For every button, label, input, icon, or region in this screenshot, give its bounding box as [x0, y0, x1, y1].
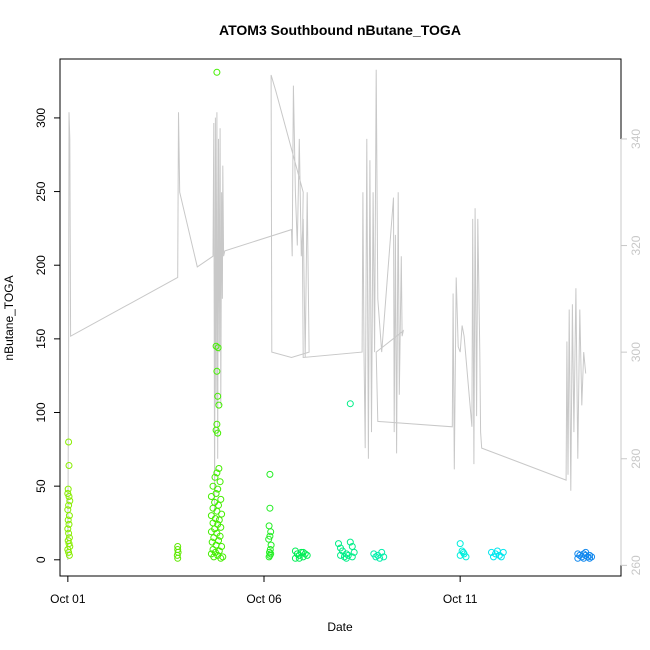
right-y-tick-label: 280 [629, 448, 643, 468]
data-point [267, 528, 275, 536]
data-point [214, 344, 222, 352]
data-point [217, 523, 225, 531]
x-axis-label: Date [327, 620, 353, 634]
data-point [65, 501, 73, 509]
data-point [214, 429, 222, 437]
scatter-series [64, 68, 596, 562]
data-point [215, 465, 223, 472]
data-point [297, 548, 305, 556]
data-point [65, 548, 73, 556]
data-point [265, 553, 273, 561]
data-point [207, 512, 215, 520]
data-point [493, 547, 501, 555]
data-point [584, 553, 592, 561]
data-point [217, 554, 225, 562]
data-point [207, 493, 215, 500]
data-point [213, 367, 221, 375]
data-point [335, 540, 342, 548]
right-y-tick-label: 320 [629, 235, 643, 255]
data-point [65, 438, 73, 446]
x-axis: Oct 01 Oct 06 Oct 11 [50, 575, 478, 606]
data-point [301, 550, 309, 558]
data-point [586, 554, 594, 562]
right-y-axis: 260 280 300 320 340 [620, 129, 643, 575]
data-point [219, 553, 227, 561]
data-point [216, 478, 224, 486]
data-point [267, 541, 275, 549]
data-point [459, 548, 467, 556]
data-point [215, 516, 223, 524]
data-point [299, 548, 307, 556]
x-tick-label: Oct 06 [246, 592, 282, 606]
data-point [291, 554, 299, 562]
x-tick-label: Oct 01 [50, 592, 86, 606]
data-point [211, 473, 219, 481]
x-tick-label: Oct 11 [443, 592, 478, 606]
data-point [266, 470, 274, 478]
y-tick-label: 50 [34, 479, 48, 493]
y-tick-label: 300 [34, 108, 48, 128]
y-tick-label: 100 [34, 402, 48, 422]
data-point [337, 551, 344, 559]
data-point [214, 392, 222, 400]
data-point [210, 553, 218, 561]
data-point [213, 469, 221, 477]
plot-area-frame [59, 58, 622, 577]
data-point [497, 553, 505, 561]
data-point [65, 462, 73, 469]
data-point [265, 522, 273, 530]
y-axis-label: nButane_TOGA [2, 275, 16, 360]
data-point [173, 551, 181, 559]
data-point [342, 554, 350, 562]
data-point [212, 342, 220, 350]
data-point [456, 540, 464, 548]
data-point [216, 532, 224, 540]
data-point [174, 554, 182, 562]
right-y-tick-label: 260 [629, 555, 643, 575]
data-point [64, 485, 72, 493]
data-point [340, 553, 348, 561]
data-point [65, 493, 73, 500]
data-point [295, 554, 303, 562]
data-point [66, 497, 74, 505]
y-tick-label: 150 [34, 329, 48, 349]
data-point [378, 548, 386, 556]
data-point [65, 529, 73, 537]
data-point [65, 551, 73, 559]
data-point [346, 538, 354, 546]
data-point [214, 485, 222, 493]
chart-title: ATOM3 Southbound nButane_TOGA [219, 22, 461, 38]
data-point [217, 495, 225, 503]
data-point [265, 535, 273, 543]
data-point [372, 553, 380, 561]
data-point [582, 548, 590, 556]
data-point [588, 553, 596, 561]
data-point [64, 516, 72, 524]
data-point [376, 554, 384, 562]
data-point [346, 400, 354, 408]
data-point [218, 510, 226, 518]
y-tick-label: 0 [34, 556, 48, 563]
series-line [67, 69, 587, 561]
data-point [64, 525, 72, 533]
right-y-tick-label: 300 [629, 342, 643, 362]
line-series [67, 69, 587, 561]
data-point [266, 548, 273, 556]
data-point [380, 553, 388, 561]
data-point [350, 548, 358, 556]
data-point [213, 68, 221, 76]
data-point [266, 504, 274, 512]
data-point [65, 512, 73, 520]
data-point [215, 547, 223, 555]
y-tick-label: 250 [34, 181, 48, 201]
data-point [215, 401, 223, 409]
data-point [490, 553, 497, 561]
data-point [65, 520, 73, 528]
left-y-axis: 0 50 100 150 200 250 300 [34, 108, 61, 563]
y-tick-label: 200 [34, 255, 48, 275]
right-y-tick-label: 340 [629, 129, 643, 149]
